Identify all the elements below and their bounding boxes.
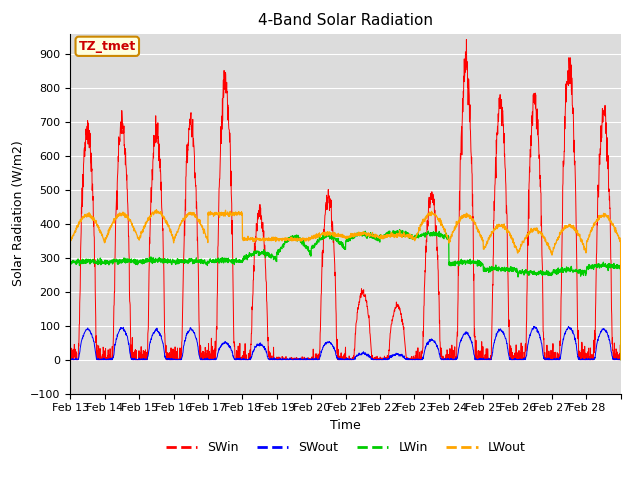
SWout — [609, 356, 617, 362]
SWin — [511, 356, 519, 361]
LWout — [122, 212, 129, 218]
LWin — [511, 267, 519, 273]
SWout — [379, 357, 387, 362]
SWin — [240, 353, 248, 359]
LWin — [543, 270, 550, 276]
LWin — [609, 265, 617, 271]
SWout — [241, 357, 248, 362]
Line: LWout: LWout — [70, 210, 621, 360]
LWin — [396, 227, 404, 232]
Text: TZ_tmet: TZ_tmet — [79, 40, 136, 53]
SWout — [122, 329, 129, 335]
X-axis label: Time: Time — [330, 419, 361, 432]
LWin — [240, 256, 248, 262]
LWout — [511, 244, 519, 250]
Line: LWin: LWin — [70, 229, 621, 360]
SWout — [67, 357, 74, 362]
LWout — [609, 221, 617, 227]
SWin — [67, 357, 74, 362]
SWout — [511, 356, 519, 362]
SWin — [609, 357, 617, 362]
SWout — [530, 324, 538, 329]
SWout — [67, 357, 75, 362]
LWin — [122, 257, 129, 263]
Title: 4-Band Solar Radiation: 4-Band Solar Radiation — [258, 13, 433, 28]
LWout — [379, 233, 387, 239]
LWout — [152, 207, 160, 213]
Y-axis label: Solar Radiation (W/m2): Solar Radiation (W/m2) — [12, 141, 25, 287]
LWout — [543, 240, 550, 246]
LWout — [617, 357, 625, 362]
SWin — [463, 36, 470, 42]
LWin — [67, 260, 74, 265]
Line: SWout: SWout — [70, 326, 621, 360]
Legend: SWin, SWout, LWin, LWout: SWin, SWout, LWin, LWout — [161, 436, 531, 459]
LWin — [379, 234, 387, 240]
SWin — [122, 162, 129, 168]
SWin — [617, 357, 625, 362]
SWout — [543, 356, 550, 362]
SWin — [379, 355, 387, 361]
SWin — [543, 357, 550, 362]
LWin — [617, 357, 625, 362]
LWout — [241, 235, 248, 240]
Line: SWin: SWin — [70, 39, 621, 360]
SWout — [617, 357, 625, 362]
LWout — [67, 239, 74, 244]
